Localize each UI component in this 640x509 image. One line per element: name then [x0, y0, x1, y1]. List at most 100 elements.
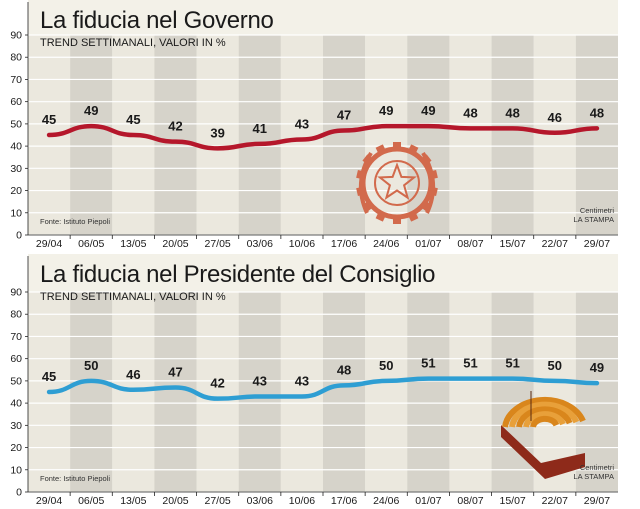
credit-line: LA STAMPA [573, 215, 614, 224]
emblem-gear-tooth [407, 210, 419, 222]
y-tick-label: 40 [10, 141, 22, 153]
column-band [323, 292, 366, 492]
data-label: 51 [505, 356, 519, 371]
chart-title: La fiducia nel Governo [40, 7, 274, 34]
data-label: 48 [463, 105, 477, 120]
x-tick-label: 17/06 [331, 495, 357, 507]
data-label: 43 [295, 116, 309, 131]
column-band [196, 35, 239, 235]
y-tick-label: 60 [10, 353, 22, 365]
y-tick-label: 0 [16, 487, 22, 499]
x-tick-label: 08/07 [457, 495, 483, 507]
column-band [70, 35, 113, 235]
y-tick-label: 70 [10, 331, 22, 343]
emblem-star [377, 162, 417, 200]
x-tick-label: 10/06 [289, 238, 315, 250]
x-tick-label: 29/07 [584, 238, 610, 250]
x-tick-label: 24/06 [373, 495, 399, 507]
data-label: 42 [168, 119, 182, 134]
y-tick-label: 10 [10, 207, 22, 219]
data-label: 45 [126, 112, 140, 127]
data-label: 39 [210, 125, 224, 140]
x-tick-label: 13/05 [120, 238, 146, 250]
data-label: 47 [337, 108, 351, 123]
data-label: 42 [210, 376, 224, 391]
emblem-gear-tooth [407, 144, 419, 156]
column-band [238, 292, 281, 492]
y-tick-label: 10 [10, 464, 22, 476]
chart-subtitle: TREND SETTIMANALI, VALORI IN % [40, 37, 226, 49]
credit-line: LA STAMPA [573, 472, 614, 481]
hemicycle-tier [516, 406, 573, 428]
data-label: 50 [84, 358, 98, 373]
data-label: 43 [253, 373, 267, 388]
hemicycle-base [501, 425, 585, 479]
data-label: 43 [295, 373, 309, 388]
data-label: 51 [421, 356, 435, 371]
column-band [154, 35, 197, 235]
hemicycle-tier [502, 396, 586, 428]
x-tick-label: 24/06 [373, 238, 399, 250]
x-tick-label: 01/07 [415, 238, 441, 250]
y-tick-label: 80 [10, 52, 22, 64]
x-tick-label: 20/05 [162, 238, 188, 250]
x-tick-label: 22/07 [542, 238, 568, 250]
x-tick-label: 15/07 [500, 238, 526, 250]
hemicycle-tier [509, 401, 580, 428]
chart-panel-2: 0 10 20 30 40 50 60 70 80 90 29/04 06/05 13/05 20/05 2… [10, 254, 618, 507]
credit-line: Centimetri [580, 463, 615, 472]
x-tick-label: 29/07 [584, 495, 610, 507]
data-label: 48 [590, 105, 604, 120]
column-band [280, 35, 323, 235]
data-label: 51 [463, 356, 477, 371]
y-tick-label: 50 [10, 118, 22, 130]
hemicycle-tier [530, 415, 560, 428]
emblem-gear-tooth [375, 144, 387, 156]
data-label: 46 [126, 367, 140, 382]
credit-line: Centimetri [580, 206, 615, 215]
data-label: 48 [337, 362, 351, 377]
x-tick-label: 06/05 [78, 495, 104, 507]
y-tick-label: 0 [16, 230, 22, 242]
y-tick-label: 20 [10, 185, 22, 197]
x-tick-label: 29/04 [36, 238, 62, 250]
data-label: 46 [548, 110, 562, 125]
y-tick-label: 60 [10, 96, 22, 108]
x-tick-label: 29/04 [36, 495, 62, 507]
data-label: 49 [84, 103, 98, 118]
emblem-gear-tooth [393, 216, 401, 224]
x-tick-label: 22/07 [542, 495, 568, 507]
x-tick-label: 08/07 [457, 238, 483, 250]
data-label: 49 [421, 103, 435, 118]
column-band [449, 292, 492, 492]
source-note: Fonte: Istituto Piepoli [40, 474, 110, 483]
italian-republic-emblem-icon [356, 142, 438, 224]
x-tick-label: 03/06 [247, 495, 273, 507]
source-note: Fonte: Istituto Piepoli [40, 217, 110, 226]
y-tick-label: 70 [10, 74, 22, 86]
data-label: 45 [42, 112, 56, 127]
column-band [238, 35, 281, 235]
y-tick-label: 30 [10, 163, 22, 175]
y-tick-label: 90 [10, 287, 22, 299]
y-tick-label: 40 [10, 398, 22, 410]
y-tick-label: 20 [10, 442, 22, 454]
x-tick-label: 27/05 [205, 495, 231, 507]
x-tick-label: 15/07 [500, 495, 526, 507]
column-band [323, 35, 366, 235]
y-tick-label: 90 [10, 30, 22, 42]
x-tick-label: 10/06 [289, 495, 315, 507]
x-tick-label: 01/07 [415, 495, 441, 507]
data-label: 48 [505, 105, 519, 120]
series-line [46, 123, 600, 151]
column-band [196, 292, 239, 492]
column-band [449, 35, 492, 235]
emblem-olive-branch [358, 151, 373, 214]
data-label: 50 [379, 358, 393, 373]
data-label: 47 [168, 365, 182, 380]
emblem-inner-ring [374, 160, 420, 206]
series-line [46, 376, 600, 401]
x-tick-label: 20/05 [162, 495, 188, 507]
